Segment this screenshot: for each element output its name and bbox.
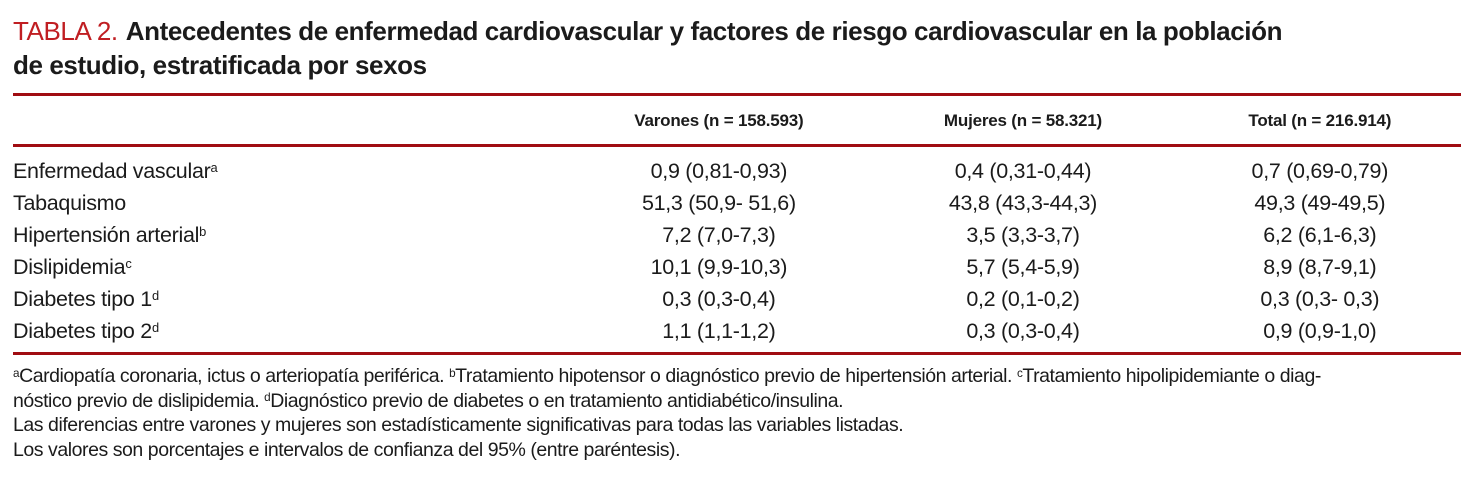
- table-body: Enfermedad vasculara 0,9 (0,81-0,93) 0,4 (…: [13, 146, 1461, 354]
- table-row: Diabetes tipo 1d 0,3 (0,3-0,4) 0,2 (0,1-0,…: [13, 283, 1461, 315]
- data-table: Varones (n = 158.593) Mujeres (n = 58.32…: [13, 93, 1461, 355]
- row-label-superscript: a: [210, 160, 218, 176]
- footnote-superscript: b: [449, 366, 456, 380]
- table-title: TABLA 2. Antecedentes de enfermedad cardi…: [13, 14, 1461, 82]
- cell-varones: 10,1 (9,9-10,3): [650, 255, 788, 279]
- table-row: Tabaquismo 51,3 (50,9- 51,6) 43,8 (43,3-44…: [13, 187, 1461, 219]
- row-label: Tabaquismo: [13, 191, 126, 215]
- cell-mujeres: 0,2 (0,1-0,2): [966, 287, 1080, 311]
- row-label: Hipertensión arterialb: [13, 223, 206, 247]
- footnote-superscript: a: [13, 366, 20, 380]
- cell-total: 0,9 (0,9-1,0): [1263, 319, 1377, 343]
- cell-varones: 0,3 (0,3-0,4): [662, 287, 776, 311]
- cell-mujeres: 3,5 (3,3-3,7): [966, 223, 1080, 247]
- cell-total: 8,9 (8,7-9,1): [1263, 255, 1377, 279]
- cell-total: 0,3 (0,3- 0,3): [1260, 287, 1380, 311]
- footnote-superscript: d: [264, 391, 271, 405]
- cell-mujeres: 0,4 (0,31-0,44): [954, 159, 1092, 183]
- row-label: Enfermedad vasculara: [13, 159, 218, 183]
- title-line-2: de estudio, estratificada por sexos: [13, 48, 1461, 82]
- cell-varones: 7,2 (7,0-7,3): [662, 223, 776, 247]
- cell-total: 0,7 (0,69-0,79): [1251, 159, 1389, 183]
- footnote-line: Las diferencias entre varones y mujeres …: [13, 414, 904, 436]
- header-variable-empty: [13, 95, 570, 146]
- cell-varones: 0,9 (0,81-0,93): [650, 159, 788, 183]
- footnote-superscript: c: [1016, 366, 1023, 380]
- footnote-line: nóstico previo de dislipidemia. dDiagnós…: [13, 389, 844, 412]
- header-varones: Varones (n = 158.593): [634, 111, 804, 130]
- cell-mujeres: 0,3 (0,3-0,4): [966, 319, 1080, 343]
- header-row: Varones (n = 158.593) Mujeres (n = 58.32…: [13, 95, 1461, 146]
- table-row: Dislipidemiac 10,1 (9,9-10,3) 5,7 (5,4-5,9…: [13, 251, 1461, 283]
- row-label-superscript: c: [125, 256, 132, 272]
- cell-total: 49,3 (49-49,5): [1254, 191, 1386, 215]
- title-line-1: TABLA 2. Antecedentes de enfermedad cardi…: [13, 14, 1461, 48]
- table-row: Enfermedad vasculara 0,9 (0,81-0,93) 0,4 (…: [13, 146, 1461, 188]
- row-label-superscript: b: [199, 224, 206, 240]
- row-label: Diabetes tipo 1d: [13, 287, 159, 311]
- footnotes: aCardiopatía coronaria, ictus o arteriop…: [13, 364, 1461, 462]
- paper-table-figure: TABLA 2. Antecedentes de enfermedad cardi…: [13, 14, 1461, 462]
- header-total: Total (n = 216.914): [1248, 111, 1392, 130]
- cell-varones: 51,3 (50,9- 51,6): [641, 191, 796, 215]
- row-label-superscript: d: [151, 320, 159, 336]
- table-number-label: TABLA 2.: [13, 16, 118, 46]
- table-row: Diabetes tipo 2d 1,1 (1,1-1,2) 0,3 (0,3-0,…: [13, 315, 1461, 354]
- footnote-line: Los valores son porcentajes e intervalos…: [13, 438, 681, 461]
- title-text-line1: Antecedentes de enfermedad cardiovascula…: [125, 16, 1283, 46]
- title-text-line2: de estudio, estratificada por sexos: [13, 50, 427, 80]
- cell-mujeres: 43,8 (43,3-44,3): [948, 191, 1098, 215]
- header-mujeres: Mujeres (n = 58.321): [943, 111, 1102, 130]
- table-row: Hipertensión arterialb 7,2 (7,0-7,3) 3,5 (…: [13, 219, 1461, 251]
- cell-mujeres: 5,7 (5,4-5,9): [966, 255, 1080, 279]
- footnote-line: aCardiopatía coronaria, ictus o arteriop…: [13, 365, 1321, 387]
- cell-total: 6,2 (6,1-6,3): [1263, 223, 1377, 247]
- row-label: Diabetes tipo 2d: [13, 319, 159, 343]
- row-label: Dislipidemiac: [13, 255, 132, 279]
- row-label-superscript: d: [151, 288, 159, 304]
- cell-varones: 1,1 (1,1-1,2): [662, 319, 776, 343]
